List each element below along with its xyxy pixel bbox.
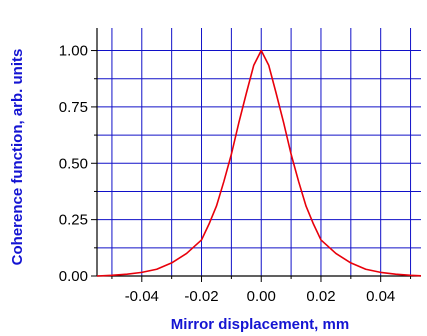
x-tick-label-2: 0.00: [247, 288, 276, 305]
grid: [97, 28, 421, 276]
x-tick-label-3: 0.02: [306, 288, 335, 305]
tick-labels: 0.00 0.25 0.50 0.75 1.00 -0.04 -0.02 0.00 0.02 0.…: [59, 43, 395, 305]
y-tick-label-4: 1.00: [59, 43, 88, 60]
y-tick-label-2: 0.50: [59, 155, 88, 172]
x-axis-label: Mirror displacement, mm: [171, 316, 349, 333]
y-tick-label-1: 0.25: [59, 212, 88, 229]
y-tick-label-3: 0.75: [59, 99, 88, 116]
series-line-0: [96, 49, 422, 277]
tick-marks: [91, 50, 412, 282]
x-tick-label-4: 0.04: [366, 288, 395, 305]
y-axis-label: Coherence function, arb. units: [9, 49, 26, 266]
series: [96, 49, 422, 277]
x-tick-label-1: -0.02: [184, 288, 218, 305]
y-tick-label-0: 0.00: [59, 268, 88, 285]
axes: [96, 28, 421, 277]
x-tick-label-0: -0.04: [125, 288, 159, 305]
